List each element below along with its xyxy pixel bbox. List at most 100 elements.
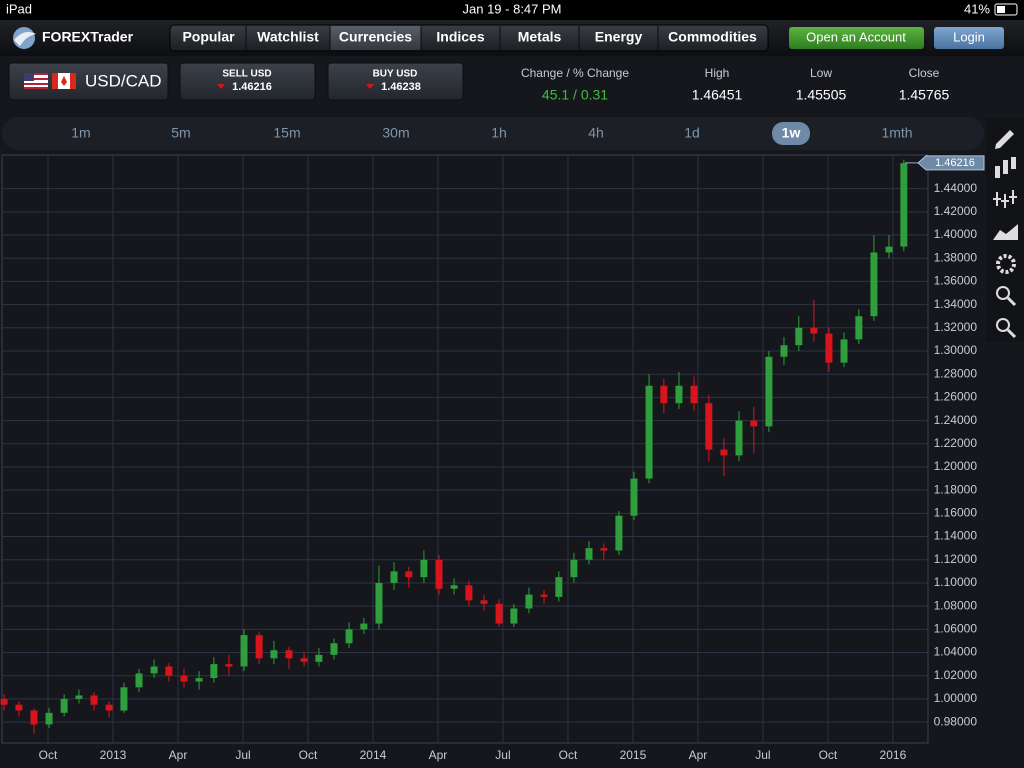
plot-area bbox=[1, 154, 929, 744]
open-account-button[interactable] bbox=[789, 27, 924, 49]
candle-body bbox=[780, 345, 788, 357]
area-chart-icon[interactable] bbox=[993, 224, 1018, 240]
timeframe-active-bg bbox=[772, 122, 810, 145]
logo-text: FOREXTrader bbox=[42, 29, 134, 45]
candle-body bbox=[585, 548, 593, 560]
candle-body bbox=[180, 675, 188, 682]
nav-tab[interactable]: Watchlist bbox=[257, 29, 319, 45]
nav-tab[interactable]: Commodities bbox=[668, 29, 757, 45]
candle-body bbox=[360, 623, 368, 630]
timeframe-option[interactable]: 1d bbox=[684, 125, 700, 141]
y-tick-label: 1.02000 bbox=[934, 668, 978, 682]
toolbar bbox=[986, 118, 1024, 342]
candle-body bbox=[510, 608, 518, 624]
y-tick-label: 1.06000 bbox=[934, 622, 978, 636]
timeframe-option[interactable]: 1w bbox=[782, 125, 801, 141]
candle-body bbox=[390, 571, 398, 583]
candle-body bbox=[345, 629, 353, 644]
zoom-in-icon[interactable] bbox=[996, 286, 1010, 300]
login-label[interactable]: Login bbox=[953, 29, 985, 44]
y-tick-label: 1.26000 bbox=[934, 390, 978, 404]
draw-tool-icon[interactable] bbox=[995, 130, 1014, 149]
change-label: Change / % Change bbox=[521, 66, 629, 80]
y-tick-label: 0.98000 bbox=[934, 714, 978, 728]
candle-body bbox=[15, 704, 23, 711]
candle-body bbox=[735, 420, 743, 456]
candle-body bbox=[810, 327, 818, 334]
y-tick-label: 1.22000 bbox=[934, 436, 978, 450]
nav-tab[interactable]: Currencies bbox=[339, 29, 412, 45]
buy-button[interactable] bbox=[327, 62, 464, 101]
candle-body bbox=[705, 403, 713, 450]
timeframe-option[interactable]: 5m bbox=[171, 125, 190, 141]
buy-label[interactable]: BUY USD bbox=[373, 69, 418, 80]
ohlc-chart-icon[interactable] bbox=[993, 190, 1017, 208]
last-price-label: 1.46216 bbox=[935, 157, 975, 169]
y-tick-label: 1.34000 bbox=[934, 297, 978, 311]
candle-body bbox=[480, 600, 488, 604]
candle-body bbox=[870, 252, 878, 317]
flag-ca-band bbox=[70, 73, 76, 89]
candle-body bbox=[75, 695, 83, 699]
low-value: 1.45505 bbox=[796, 87, 847, 103]
zoom-out-icon[interactable] bbox=[996, 318, 1010, 332]
candle-body bbox=[765, 356, 773, 427]
y-tick-label: 1.24000 bbox=[934, 413, 978, 427]
zoom-out-handle bbox=[1006, 328, 1017, 339]
tab-active-bg bbox=[330, 26, 421, 50]
flag-us-stripe bbox=[24, 73, 48, 75]
x-tick-label: Oct bbox=[819, 748, 838, 762]
sell-label[interactable]: SELL USD bbox=[222, 69, 271, 80]
status-time: Jan 19 - 8:47 PM bbox=[463, 1, 562, 16]
open-account-label[interactable]: Open an Account bbox=[806, 29, 906, 44]
candle-body bbox=[0, 698, 8, 705]
settings-icon[interactable] bbox=[996, 254, 1016, 274]
candle-body bbox=[675, 385, 683, 404]
x-tick-label: Jul bbox=[235, 748, 250, 762]
candle-body bbox=[210, 664, 218, 679]
timeframe-option[interactable]: 1m bbox=[71, 125, 90, 141]
candle-body bbox=[150, 666, 158, 674]
timeframe-option[interactable]: 1h bbox=[491, 125, 507, 141]
timeframe-option[interactable]: 15m bbox=[273, 125, 300, 141]
status-bar bbox=[0, 0, 1024, 20]
candle-body bbox=[315, 654, 323, 662]
battery-level: 41% bbox=[964, 1, 990, 16]
timeframe-option[interactable]: 30m bbox=[382, 125, 409, 141]
flag-us-canton bbox=[24, 73, 34, 81]
candle-body bbox=[690, 385, 698, 404]
down-arrow bbox=[217, 84, 225, 89]
candle-body bbox=[660, 385, 668, 404]
candle-body bbox=[570, 559, 578, 578]
sell-button[interactable] bbox=[179, 62, 316, 101]
candle-body bbox=[240, 635, 248, 667]
y-tick-label: 1.10000 bbox=[934, 575, 978, 589]
nav-tab[interactable]: Popular bbox=[182, 29, 235, 45]
x-tick-label: Apr bbox=[689, 748, 708, 762]
y-tick-label: 1.42000 bbox=[934, 204, 978, 218]
pair-selector[interactable] bbox=[8, 62, 169, 101]
timeframe-option[interactable]: 4h bbox=[588, 125, 604, 141]
candle-body bbox=[105, 704, 113, 711]
candle-body bbox=[45, 712, 53, 725]
device-name: iPad bbox=[6, 1, 32, 16]
candle-body bbox=[405, 571, 413, 578]
nav-tab[interactable]: Energy bbox=[595, 29, 643, 45]
y-tick-label: 1.00000 bbox=[934, 691, 978, 705]
buy-price[interactable]: 1.46238 bbox=[381, 81, 421, 93]
sell-price[interactable]: 1.46216 bbox=[232, 81, 272, 93]
login-button[interactable] bbox=[934, 27, 1004, 49]
y-tick-label: 1.40000 bbox=[934, 227, 978, 241]
timeframe-option[interactable]: 1mth bbox=[881, 125, 912, 141]
candle-body bbox=[450, 585, 458, 589]
y-tick-label: 1.20000 bbox=[934, 459, 978, 473]
candle-body bbox=[750, 420, 758, 427]
y-tick-label: 1.36000 bbox=[934, 274, 978, 288]
battery-fill bbox=[997, 6, 1005, 13]
nav-tab[interactable]: Metals bbox=[518, 29, 562, 45]
flag-us-stripe bbox=[24, 78, 48, 80]
nav-tab[interactable]: Indices bbox=[436, 29, 484, 45]
candle-chart-icon[interactable] bbox=[995, 157, 1016, 178]
candle-body bbox=[855, 316, 863, 340]
close-label: Close bbox=[909, 66, 940, 80]
